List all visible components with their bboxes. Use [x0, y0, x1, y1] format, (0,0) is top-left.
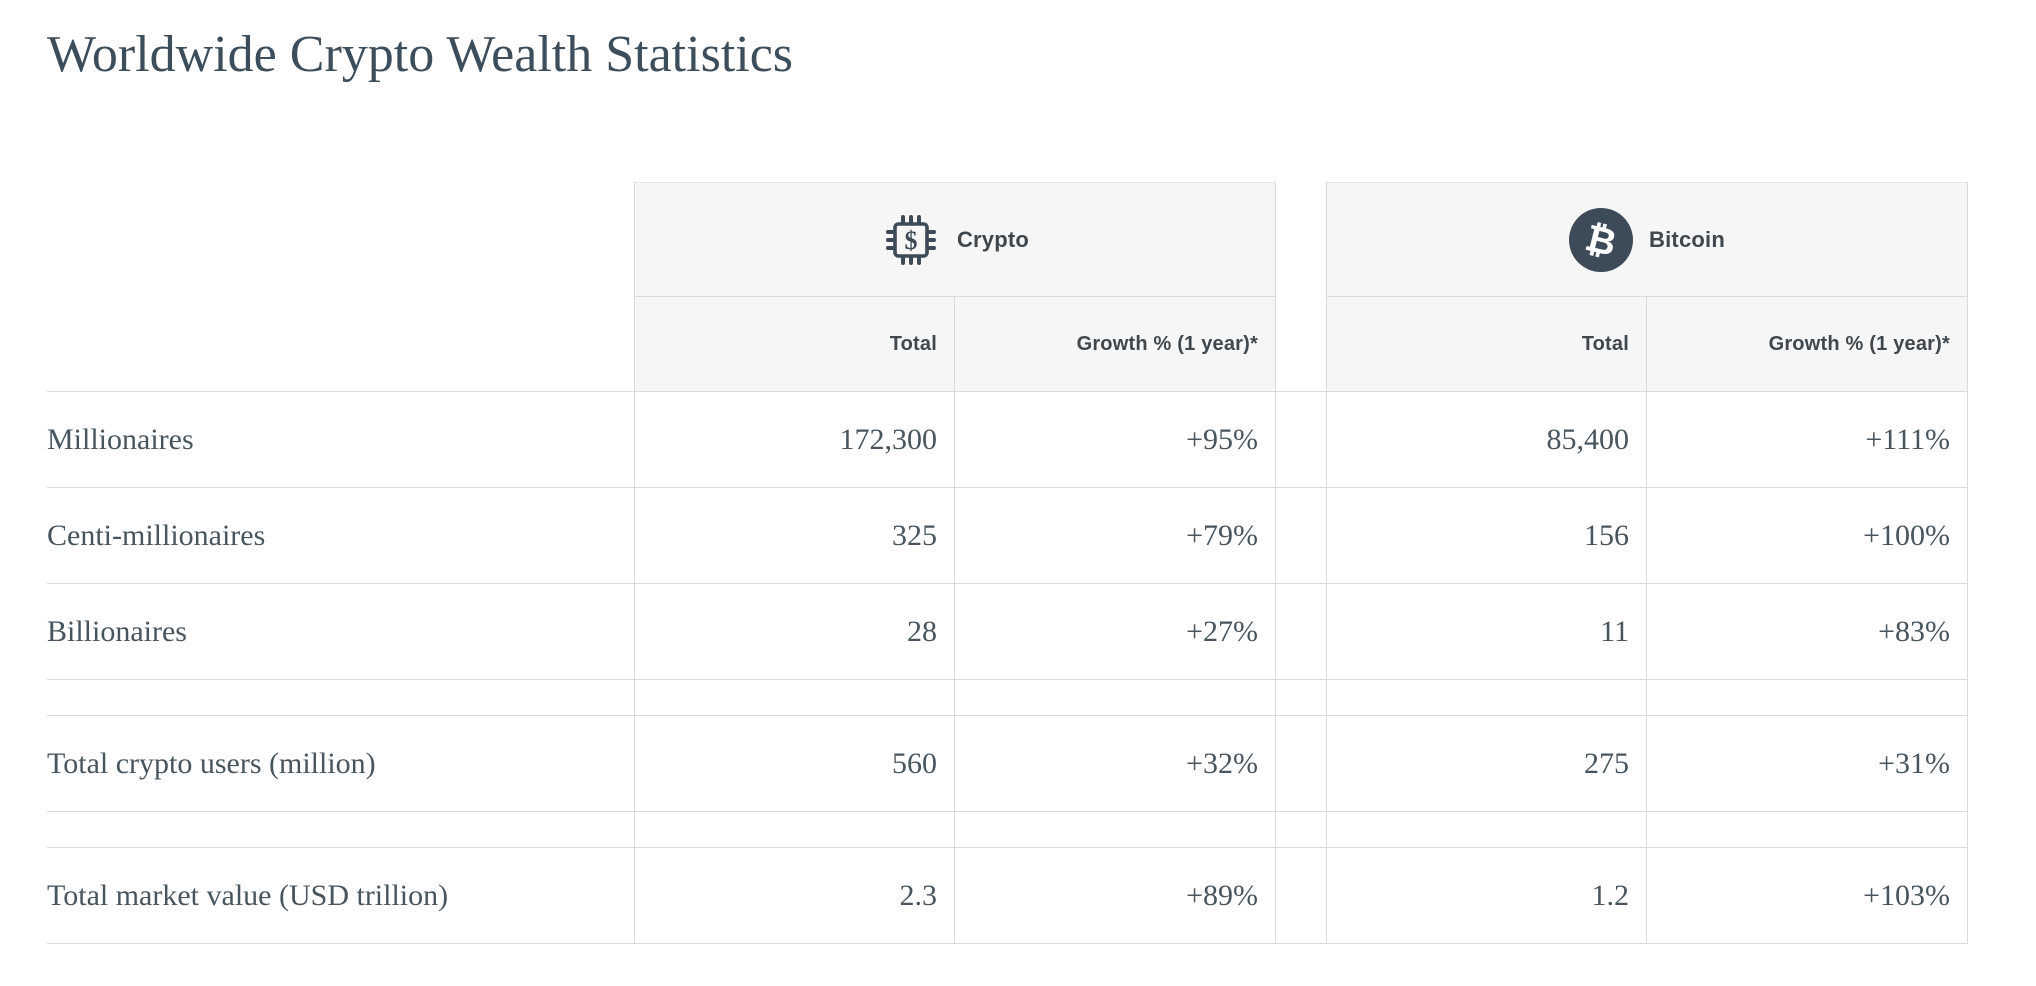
crypto-total-value: 325	[634, 488, 954, 585]
spacer-row-cell	[1326, 680, 1646, 717]
crypto-group-header: $ Crypto	[634, 182, 1276, 298]
crypto-growth-value: +32%	[954, 716, 1276, 813]
crypto-total-value: 2.3	[634, 848, 954, 945]
bitcoin-growth-value: +31%	[1646, 716, 1968, 813]
crypto-total-value: 560	[634, 716, 954, 813]
subheader-empty-cell	[47, 297, 634, 393]
row-label-total-market-value: Total market value (USD trillion)	[47, 848, 634, 945]
bitcoin-growth-value: +103%	[1646, 848, 1968, 945]
crypto-total-value: 28	[634, 584, 954, 681]
row-gap-cell	[1276, 584, 1326, 681]
spacer-row-cell	[634, 680, 954, 717]
row-gap-cell	[1276, 848, 1326, 945]
bitcoin-growth-value: +100%	[1646, 488, 1968, 585]
bitcoin-total-value: 85,400	[1326, 392, 1646, 489]
row-label-centi-millionaires: Centi-millionaires	[47, 488, 634, 585]
bitcoin-group-label: Bitcoin	[1649, 226, 1725, 252]
spacer-row-cell	[47, 680, 634, 717]
bitcoin-group-header: ₿ Bitcoin	[1326, 182, 1968, 298]
crypto-growth-header: Growth % (1 year)*	[954, 297, 1276, 393]
row-gap-cell	[1276, 392, 1326, 489]
spacer-row-cell	[47, 812, 634, 849]
crypto-growth-value: +79%	[954, 488, 1276, 585]
bitcoin-growth-value: +111%	[1646, 392, 1968, 489]
spacer-row-cell	[1326, 812, 1646, 849]
row-label-total-crypto-users: Total crypto users (million)	[47, 716, 634, 813]
crypto-total-value: 172,300	[634, 392, 954, 489]
spacer-row-cell	[1276, 680, 1326, 717]
crypto-group-label: Crypto	[956, 226, 1030, 252]
bitcoin-growth-value: +83%	[1646, 584, 1968, 681]
spacer-row-cell	[1276, 812, 1326, 849]
spacer-row-cell	[634, 812, 954, 849]
spacer-row-cell	[954, 812, 1276, 849]
group-gap-cell	[1276, 182, 1326, 297]
bitcoin-total-value: 1.2	[1326, 848, 1646, 945]
corner-empty-cell	[47, 182, 634, 297]
bitcoin-growth-header: Growth % (1 year)*	[1646, 297, 1968, 393]
svg-text:$: $	[904, 226, 917, 255]
bitcoin-total-value: 275	[1326, 716, 1646, 813]
page-title: Worldwide Crypto Wealth Statistics	[47, 26, 794, 83]
bitcoin-total-value: 11	[1326, 584, 1646, 681]
spacer-row-cell	[1646, 680, 1968, 717]
bitcoin-total-value: 156	[1326, 488, 1646, 585]
bitcoin-circle-icon: ₿	[1569, 207, 1634, 272]
row-gap-cell	[1276, 488, 1326, 585]
crypto-wealth-table: $ Crypto ₿ Bitcoin Total Growth % (1 yea…	[47, 182, 1968, 945]
row-gap-cell	[1276, 716, 1326, 813]
crypto-growth-value: +89%	[954, 848, 1276, 945]
subheader-gap-cell	[1276, 297, 1326, 393]
row-label-billionaires: Billionaires	[47, 584, 634, 681]
crypto-total-header: Total	[634, 297, 954, 393]
cpu-chip-dollar-icon: $	[881, 210, 941, 270]
row-label-millionaires: Millionaires	[47, 392, 634, 489]
spacer-row-cell	[954, 680, 1276, 717]
spacer-row-cell	[1646, 812, 1968, 849]
crypto-growth-value: +27%	[954, 584, 1276, 681]
bitcoin-total-header: Total	[1326, 297, 1646, 393]
crypto-growth-value: +95%	[954, 392, 1276, 489]
